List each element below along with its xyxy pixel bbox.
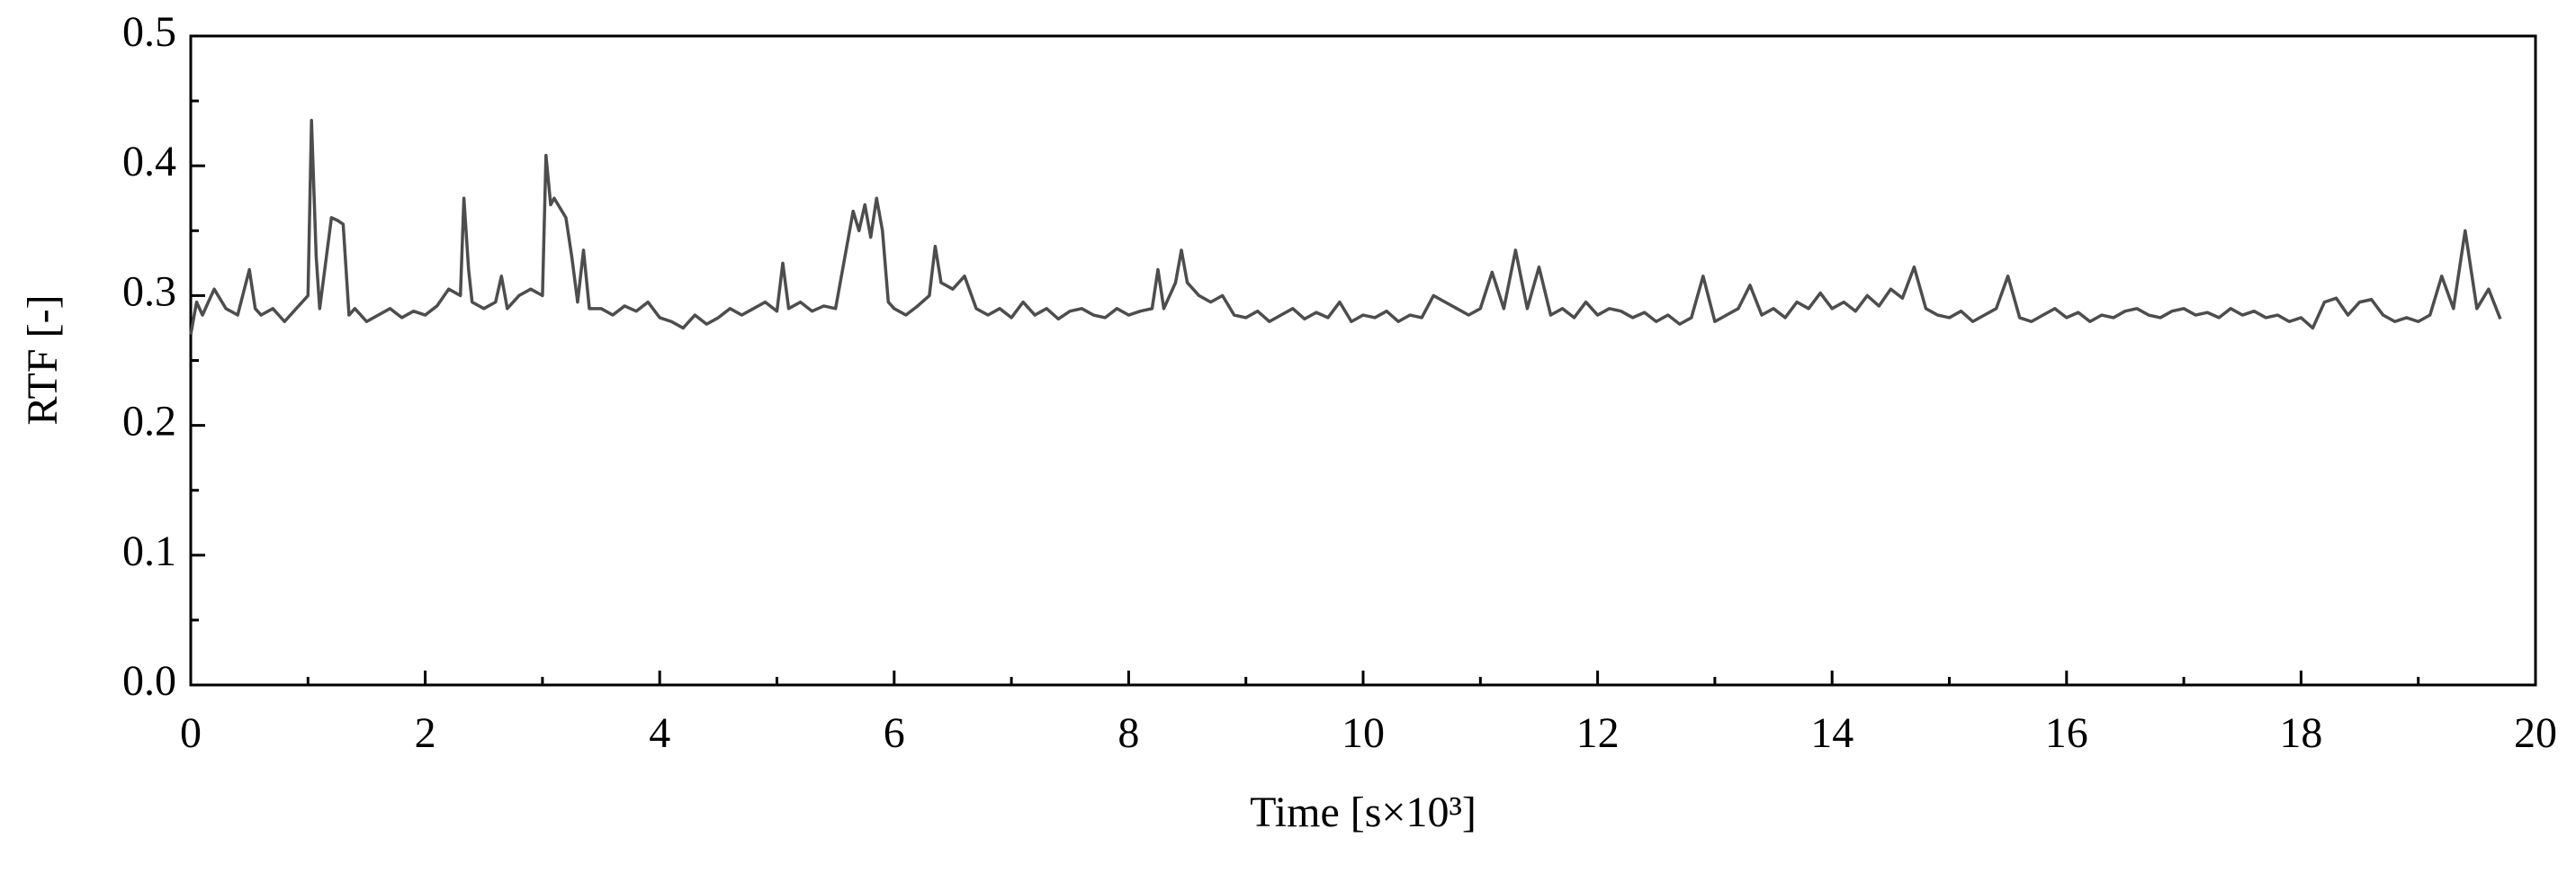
x-tick-label: 14 [1810,709,1853,757]
y-tick-label: 0.0 [122,657,176,705]
y-tick-label: 0.1 [122,527,176,575]
x-tick-label: 12 [1576,709,1620,757]
y-axis-title: RTF [-] [19,294,67,425]
x-tick-label: 18 [2279,709,2322,757]
y-tick-label: 0.3 [122,267,176,315]
x-tick-label: 10 [1342,709,1385,757]
x-tick-label: 8 [1117,709,1139,757]
y-tick-label: 0.2 [122,398,176,446]
x-tick-label: 4 [649,709,670,757]
x-tick-label: 20 [2514,709,2557,757]
plot-frame [189,34,2537,687]
x-tick-label: 2 [415,709,436,757]
x-axis-title: Time [s×10³] [1250,788,1476,836]
x-tick-label: 6 [884,709,905,757]
y-tick-label: 0.4 [122,138,176,185]
x-tick-label: 16 [2045,709,2088,757]
y-tick-label: 0.5 [122,8,176,56]
data-line [189,118,2502,335]
x-tick-label: 0 [180,709,202,757]
